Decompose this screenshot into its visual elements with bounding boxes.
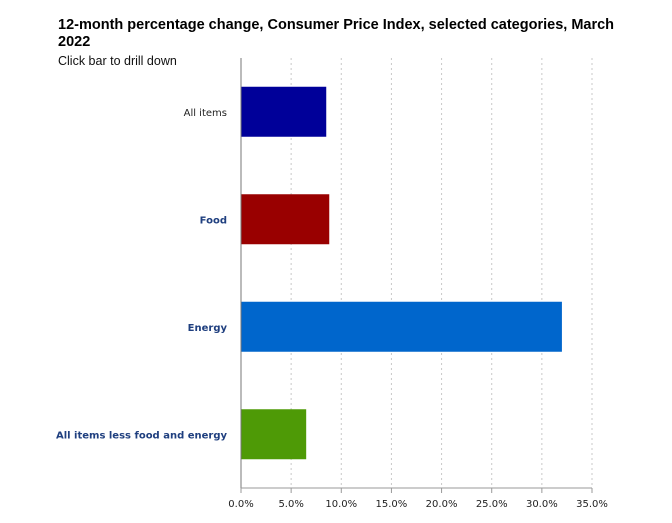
- x-tick-label: 25.0%: [476, 499, 508, 510]
- x-tick-label: 20.0%: [426, 499, 458, 510]
- x-tick-label: 0.0%: [228, 499, 253, 510]
- x-tick-label: 35.0%: [576, 499, 608, 510]
- x-tick-label: 5.0%: [278, 499, 303, 510]
- bar-all-items-less-food-and-energy[interactable]: [241, 409, 307, 460]
- category-label[interactable]: Energy: [188, 323, 228, 334]
- chart-title: 12-month percentage change, Consumer Pri…: [58, 17, 615, 50]
- x-tick-label: 30.0%: [526, 499, 558, 510]
- chart-subtitle: Click bar to drill down: [58, 54, 177, 68]
- category-label[interactable]: All items less food and energy: [56, 430, 228, 441]
- bar-food[interactable]: [241, 194, 330, 245]
- x-tick-label: 15.0%: [376, 499, 408, 510]
- category-label[interactable]: Food: [200, 215, 227, 226]
- bar-energy[interactable]: [241, 301, 562, 352]
- category-label: All items: [184, 108, 227, 119]
- bar-all-items[interactable]: [241, 86, 327, 137]
- x-tick-label: 10.0%: [325, 499, 357, 510]
